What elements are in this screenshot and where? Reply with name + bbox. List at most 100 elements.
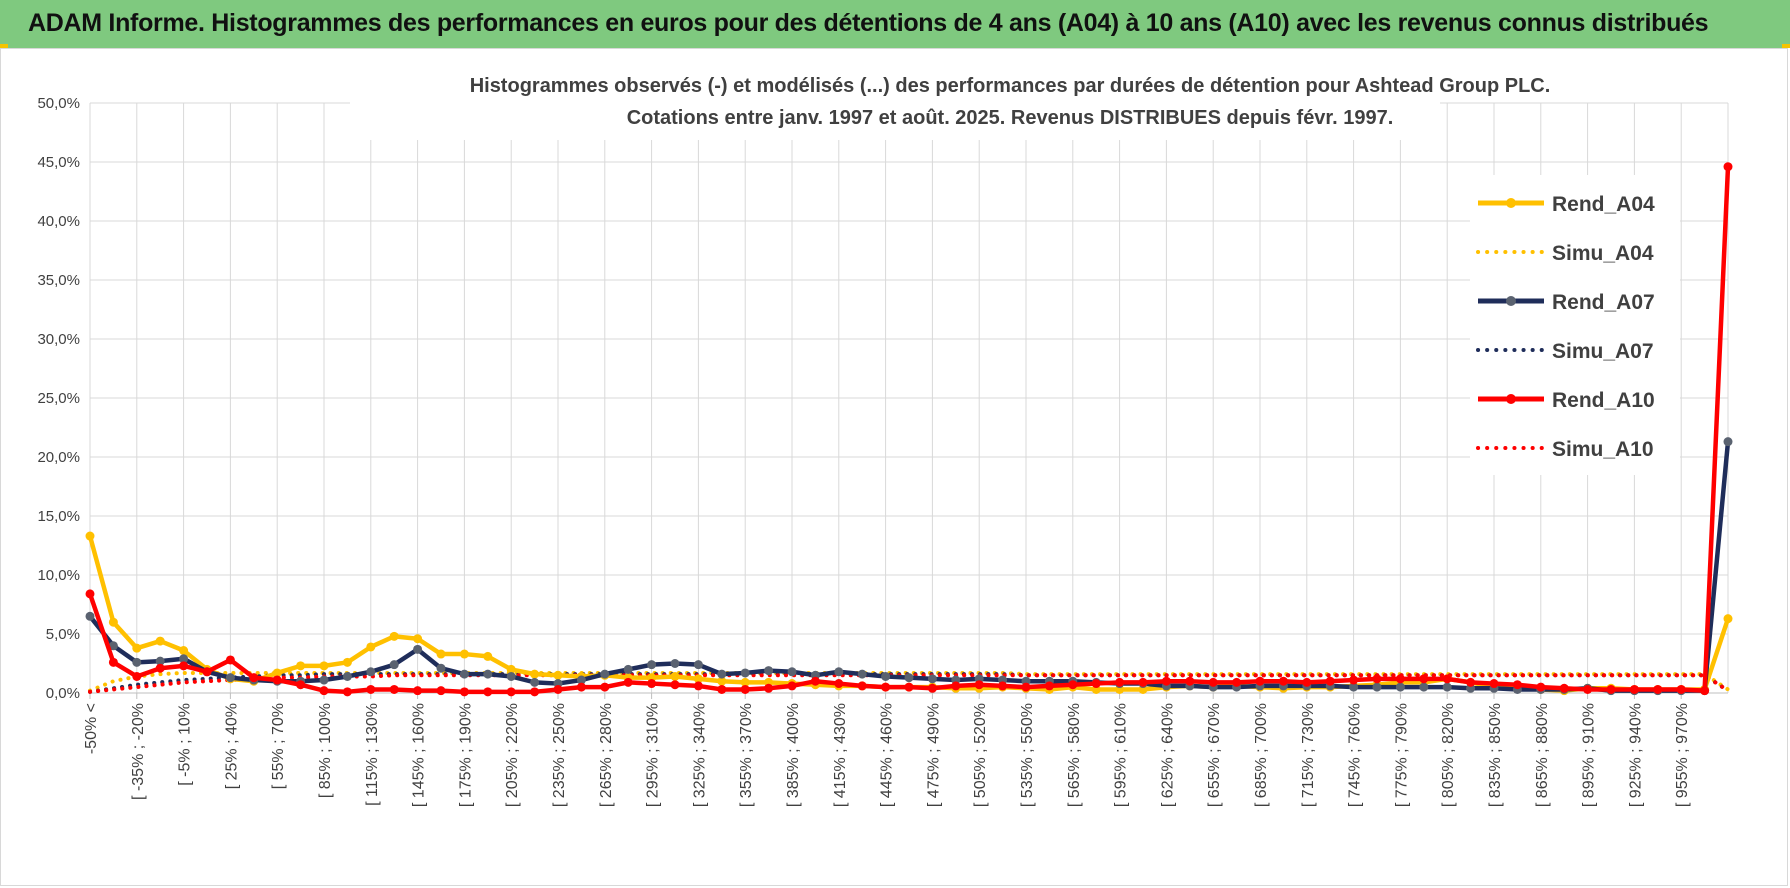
data-point-Rend_A10 [576,682,586,692]
x-tick-label: [ 745% ; 760% [1347,703,1364,807]
data-point-Rend_A04 [717,676,727,686]
data-point-Rend_A10 [810,676,820,686]
data-point-Rend_A07 [319,675,329,685]
x-tick-label: [ 265% ; 280% [598,703,615,807]
x-tick-label: [ 385% ; 400% [785,703,802,807]
x-tick-label: [ 235% ; 250% [551,703,568,807]
x-tick-label: [ -5% ; 10% [177,703,194,786]
data-point-Rend_A04 [670,671,680,681]
data-point-Rend_A10 [1232,677,1242,687]
legend-marker-Rend_A07 [1506,296,1516,306]
data-point-Rend_A07 [647,660,657,670]
chart-frame [0,48,1788,886]
data-point-Rend_A10 [717,684,727,694]
data-point-Rend_A04 [553,670,563,680]
data-point-Rend_A04 [1723,614,1733,624]
x-tick-label: [ 565% ; 580% [1066,703,1083,807]
data-point-Rend_A07 [506,671,516,681]
data-point-Rend_A10 [272,675,282,685]
data-point-Rend_A10 [1536,682,1546,692]
data-point-Rend_A10 [998,681,1008,691]
data-point-Rend_A10 [553,684,563,694]
y-tick-label: 0,0% [46,685,80,702]
data-point-Rend_A10 [459,687,469,697]
data-point-Rend_A10 [249,673,259,683]
data-point-Rend_A10 [108,657,118,667]
x-tick-label: [ 505% ; 520% [972,703,989,807]
data-point-Rend_A10 [202,667,212,677]
data-point-Rend_A10 [1466,677,1476,687]
data-point-Rend_A07 [366,667,376,677]
data-point-Rend_A10 [1325,676,1335,686]
data-point-Rend_A10 [647,679,657,689]
y-tick-label: 25,0% [37,390,80,407]
legend-marker-Rend_A04 [1506,198,1516,208]
data-point-Rend_A10 [1583,684,1593,694]
data-point-Rend_A04 [85,531,95,541]
data-point-Rend_A10 [1700,686,1710,696]
legend-label-Simu_A04: Simu_A04 [1552,242,1654,265]
data-point-Rend_A10 [506,687,516,697]
data-point-Rend_A04 [389,631,399,641]
x-tick-label: [ 85% ; 100% [317,703,334,798]
data-point-Rend_A07 [764,666,774,676]
x-tick-label: [ 805% ; 820% [1440,703,1457,807]
data-point-Rend_A10 [1349,675,1359,685]
data-point-Rend_A10 [1278,676,1288,686]
x-tick-label: [ 205% ; 220% [504,703,521,807]
x-tick-label: [ 685% ; 700% [1253,703,1270,807]
data-point-Rend_A10 [857,681,867,691]
x-tick-label: [ 115% ; 130% [364,703,381,806]
data-point-Rend_A10 [85,589,95,599]
data-point-Rend_A04 [108,617,118,627]
data-point-Rend_A10 [600,682,610,692]
x-tick-label: [ 865% ; 880% [1534,703,1551,807]
x-tick-label: [ 655% ; 670% [1206,703,1223,807]
x-tick-label: [ 415% ; 430% [832,703,849,807]
x-tick-label: [ 535% ; 550% [1019,703,1036,807]
data-point-Rend_A10 [1723,162,1733,172]
data-point-Rend_A10 [155,663,165,673]
chart-title-line: Histogrammes observés (-) et modélisés (… [470,75,1551,97]
x-tick-label: [ 445% ; 460% [879,703,896,807]
data-point-Rend_A10 [951,681,961,691]
data-point-Rend_A10 [1115,677,1125,687]
x-tick-label: [ 715% ; 730% [1300,703,1317,807]
data-point-Rend_A10 [1372,674,1382,684]
y-tick-label: 10,0% [37,567,80,584]
legend-background [1470,175,1680,475]
data-point-Rend_A07 [342,671,352,681]
data-point-Rend_A07 [904,673,914,683]
data-point-Rend_A10 [389,684,399,694]
data-point-Rend_A07 [576,675,586,685]
data-point-Rend_A10 [927,683,937,693]
banner-title: ADAM Informe. Histogrammes des performan… [28,9,1709,37]
legend-label-Rend_A10: Rend_A10 [1552,389,1655,412]
data-point-Rend_A10 [974,680,984,690]
data-point-Rend_A10 [1442,674,1452,684]
data-point-Rend_A04 [319,661,329,671]
data-point-Rend_A10 [1653,684,1663,694]
banner-accent-right [1782,44,1790,48]
x-tick-label: [ 775% ; 790% [1393,703,1410,807]
data-point-Rend_A07 [530,677,540,687]
data-point-Rend_A10 [1512,680,1522,690]
data-point-Rend_A04 [342,657,352,667]
y-tick-label: 35,0% [37,272,80,289]
y-tick-label: 15,0% [37,508,80,525]
x-tick-label: [ 895% ; 910% [1581,703,1598,807]
data-point-Rend_A04 [179,646,189,656]
data-point-Rend_A07 [1442,682,1452,692]
data-point-Rend_A04 [693,674,703,684]
data-point-Rend_A04 [740,677,750,687]
data-point-Rend_A10 [366,684,376,694]
data-point-Rend_A10 [1138,677,1148,687]
x-tick-label: [ 295% ; 310% [645,703,662,807]
data-point-Rend_A07 [717,669,727,679]
data-point-Rend_A07 [155,656,165,666]
data-point-Rend_A10 [132,671,142,681]
x-tick-label: [ 835% ; 850% [1487,703,1504,807]
data-point-Rend_A10 [1559,683,1569,693]
data-point-Rend_A07 [225,673,235,683]
data-point-Rend_A10 [319,686,329,696]
